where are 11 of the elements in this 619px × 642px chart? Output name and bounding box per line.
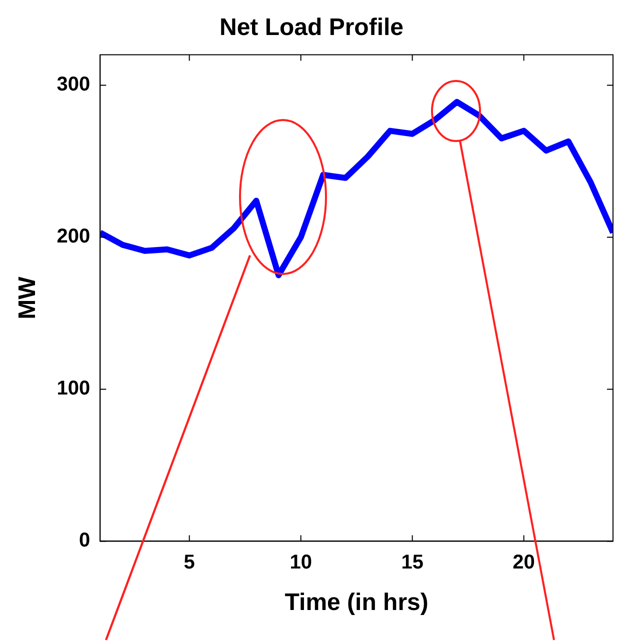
y-tick-label: 300 <box>56 74 90 96</box>
x-axis-title: Time (in hrs) <box>284 589 428 616</box>
y-tick-label: 0 <box>79 530 90 552</box>
chart-title: Net Load Profile <box>219 14 404 42</box>
x-tick-label: 5 <box>184 552 195 574</box>
y-axis-title: MW <box>14 276 42 320</box>
x-tick-label: 10 <box>290 552 312 574</box>
x-tick-label: 20 <box>512 552 535 574</box>
y-tick-label: 100 <box>56 378 90 400</box>
x-tick-label: 15 <box>401 552 424 574</box>
y-tick-label: 200 <box>56 226 90 248</box>
